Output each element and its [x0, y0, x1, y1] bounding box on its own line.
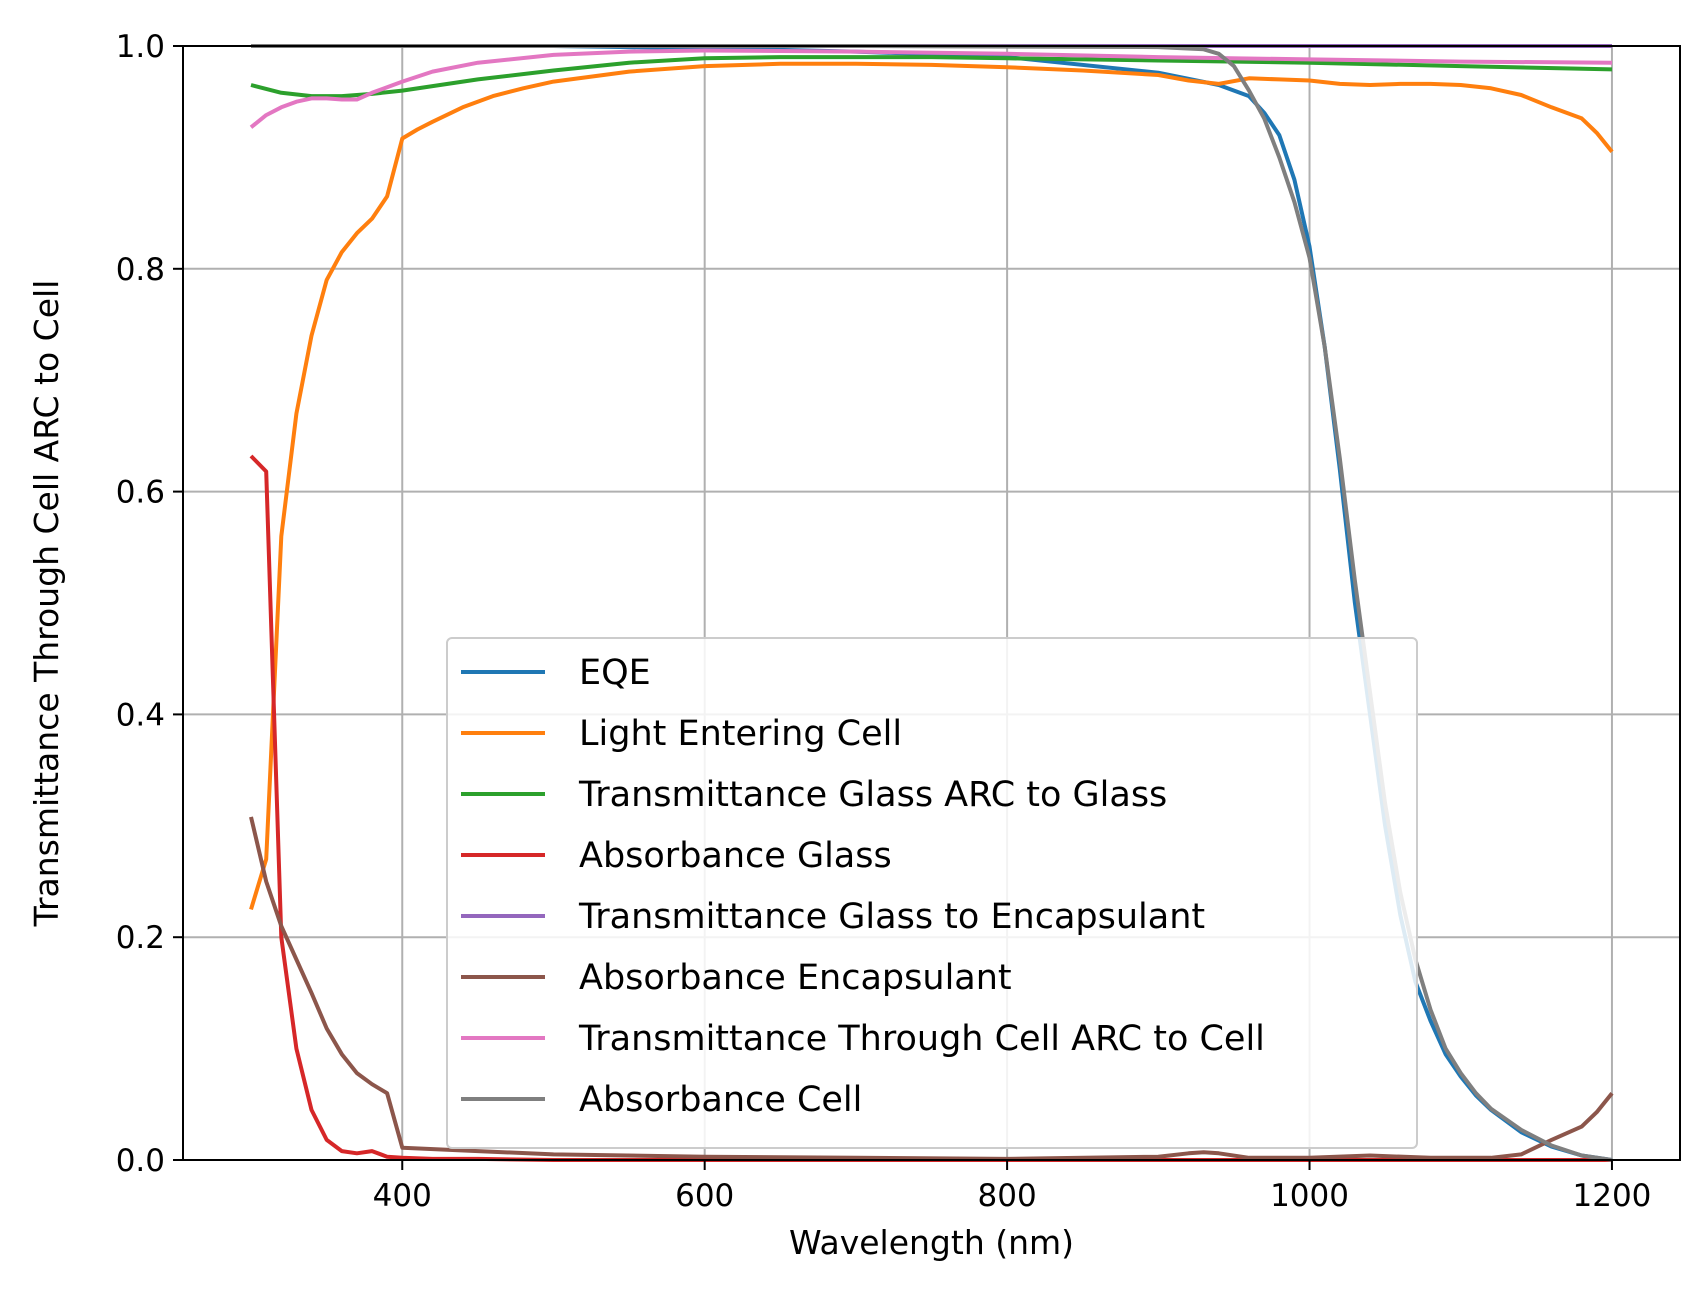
- axis-ticks: 400 600 800 1000 1200 0.0 0.2 0.4 0.6 0.8 1.0: [116, 29, 1652, 1214]
- legend-label: Absorbance Encapsulant: [579, 958, 1012, 998]
- series-line-6: [249, 816, 1614, 1161]
- x-tick-label: 400: [373, 1178, 432, 1214]
- legend-label: Absorbance Glass: [579, 836, 892, 876]
- series-line-7: [249, 48, 1613, 129]
- legend-items: EQE Light Entering Cell Transmittance Glas…: [461, 653, 1265, 1120]
- legend: EQE Light Entering Cell Transmittance Glas…: [446, 637, 1418, 1149]
- x-tick-label: 1000: [1270, 1178, 1349, 1214]
- y-tick-label: 0.8: [116, 252, 165, 288]
- plot-frame: [182, 45, 1681, 1161]
- legend-box: [446, 637, 1418, 1149]
- legend-label: Transmittance Glass to Encapsulant: [578, 897, 1205, 937]
- x-tick-label: 600: [675, 1178, 734, 1214]
- series-line-2: [249, 61, 1614, 910]
- y-tick-label: 0.0: [116, 1143, 165, 1179]
- legend-label: Transmittance Glass ARC to Glass: [578, 775, 1167, 815]
- legend-label: EQE: [579, 653, 651, 693]
- x-axis-title: Wavelength (nm): [789, 1223, 1074, 1262]
- x-tick-label: 1200: [1573, 1178, 1652, 1214]
- x-tick-label: 800: [978, 1178, 1037, 1214]
- legend-label: Absorbance Cell: [579, 1080, 862, 1120]
- legend-label: Transmittance Through Cell ARC to Cell: [578, 1019, 1265, 1059]
- y-tick-label: 0.4: [116, 697, 165, 733]
- series-line-3: [250, 55, 1613, 99]
- series-line-8: [251, 44, 1613, 1162]
- y-tick-label: 1.0: [116, 29, 165, 65]
- legend-label: Light Entering Cell: [579, 714, 902, 754]
- y-axis-title: Transmittance Through Cell ARC to Cell: [27, 280, 66, 928]
- y-tick-label: 0.2: [116, 920, 165, 956]
- y-tick-label: 0.6: [116, 475, 165, 511]
